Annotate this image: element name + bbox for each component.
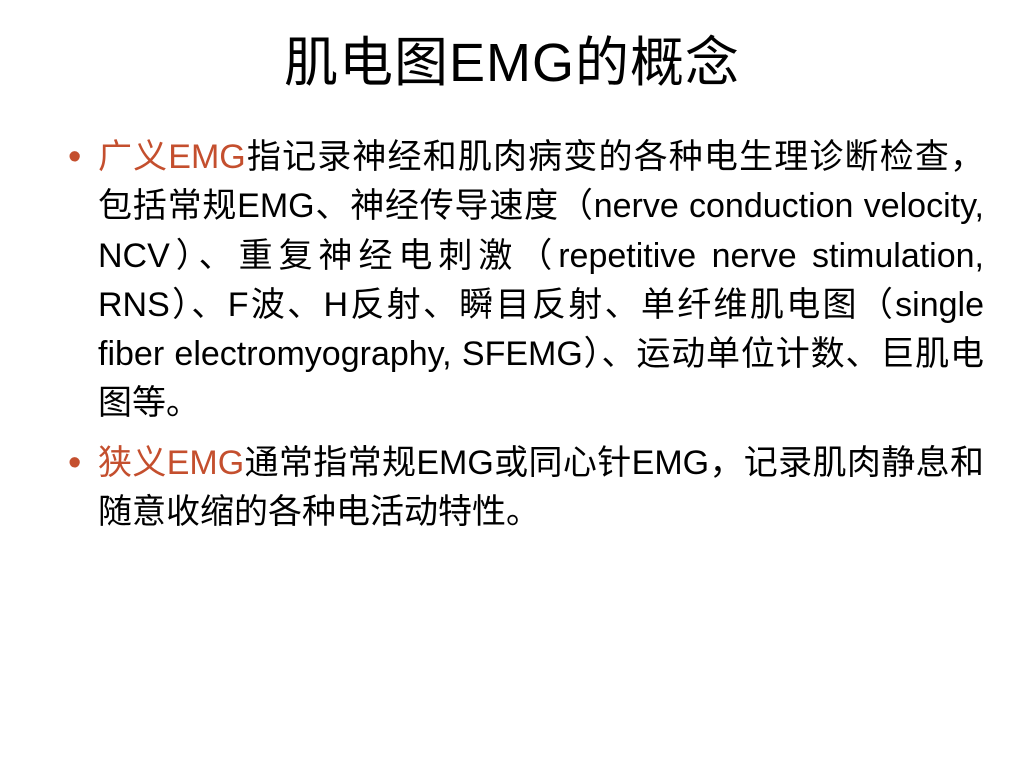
slide-title: 肌电图EMG的概念	[40, 18, 984, 97]
list-item: 广义EMG指记录神经和肌肉病变的各种电生理诊断检查，包括常规EMG、神经传导速度…	[68, 133, 984, 429]
list-item: 狭义EMG通常指常规EMG或同心针EMG，记录肌肉静息和随意收缩的各种电活动特性…	[68, 439, 984, 538]
slide: 肌电图EMG的概念 广义EMG指记录神经和肌肉病变的各种电生理诊断检查，包括常规…	[0, 0, 1024, 768]
emphasis-text: 广义EMG	[98, 138, 246, 176]
bullet-list: 广义EMG指记录神经和肌肉病变的各种电生理诊断检查，包括常规EMG、神经传导速度…	[40, 133, 984, 547]
emphasis-text: 狭义EMG	[98, 444, 244, 482]
body-text: 指记录神经和肌肉病变的各种电生理诊断检查，包括常规EMG、神经传导速度（nerv…	[98, 138, 984, 422]
